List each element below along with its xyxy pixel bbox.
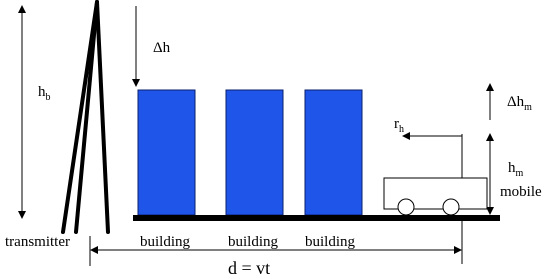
sub: m bbox=[516, 168, 524, 179]
hm-label: hm bbox=[508, 160, 524, 179]
sub: h bbox=[399, 124, 404, 135]
sub: m bbox=[524, 102, 532, 113]
delta-hm-label: Δhm bbox=[507, 94, 532, 113]
building-label: building bbox=[140, 234, 191, 250]
transmitter-tower bbox=[63, 2, 108, 232]
buildings bbox=[138, 90, 362, 215]
mobile-label: mobile bbox=[500, 184, 542, 200]
building-label: building bbox=[228, 234, 279, 250]
delta-h-label: Δh bbox=[153, 40, 171, 56]
distance-label: d = vt bbox=[228, 258, 270, 278]
building-label: building bbox=[305, 234, 356, 250]
hb-label: hb bbox=[38, 84, 51, 103]
rh-label: rh bbox=[394, 116, 404, 135]
base: Δh bbox=[507, 94, 525, 110]
transmitter-label: transmitter bbox=[5, 234, 70, 250]
sub: b bbox=[46, 92, 51, 103]
mobile-car bbox=[384, 134, 487, 215]
diagram: Δh hb Δhm rh hm mobile transmitter build… bbox=[0, 0, 545, 279]
ground bbox=[133, 215, 500, 221]
